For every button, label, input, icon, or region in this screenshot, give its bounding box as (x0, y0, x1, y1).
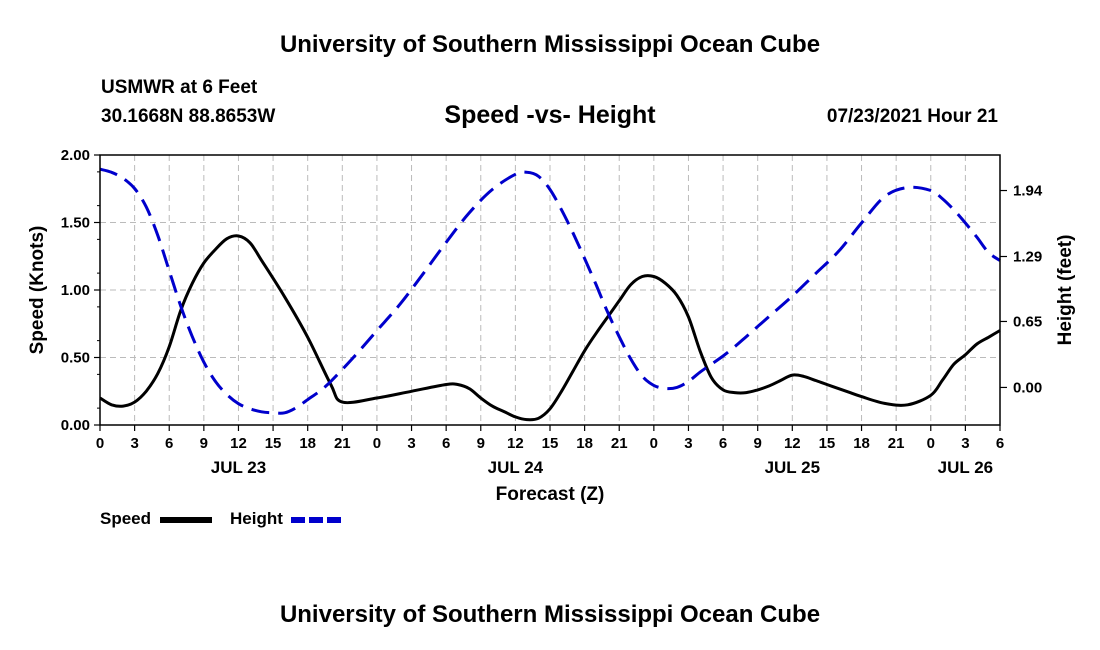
day-label: JUL 23 (211, 458, 266, 477)
x-tick-label: 12 (784, 435, 801, 452)
x-tick-label: 6 (165, 435, 173, 452)
day-label: JUL 24 (488, 458, 544, 477)
x-tick-label: 6 (442, 435, 450, 452)
x-tick-label: 18 (853, 435, 870, 452)
station-label: USMWR at 6 Feet (101, 77, 258, 98)
y-tick-label: 2.00 (61, 147, 90, 164)
x-tick-label: 21 (611, 435, 628, 452)
y2-axis-label: Height (feet) (1055, 235, 1076, 346)
chart-title: Speed -vs- Height (444, 101, 656, 129)
x-tick-label: 0 (927, 435, 935, 452)
day-label: JUL 25 (765, 458, 820, 477)
legend-label-height: Height (230, 509, 283, 528)
x-tick-label: 3 (961, 435, 969, 452)
coordinates-label: 30.1668N 88.8653W (101, 106, 276, 127)
y2-tick-label: 1.29 (1013, 249, 1042, 266)
x-tick-label: 0 (96, 435, 104, 452)
x-tick-label: 15 (819, 435, 836, 452)
series-line-speed (99, 234, 1001, 422)
x-tick-label: 0 (373, 435, 381, 452)
x-tick-label: 12 (230, 435, 247, 452)
x-tick-label: 3 (407, 435, 415, 452)
x-axis-label: Forecast (Z) (496, 484, 605, 505)
x-tick-label: 6 (719, 435, 727, 452)
top-title: University of Southern Mississippi Ocean… (279, 31, 821, 58)
x-tick-label: 6 (996, 435, 1004, 452)
y-tick-label: 1.00 (61, 282, 90, 299)
axes: 0 3 6 9 12 15 18 21 0 3 6 9 12 15 18 21 0 3 6 9 12 15 18 21 0 3 6J… (61, 147, 1043, 477)
x-tick-label: 9 (200, 435, 208, 452)
x-tick-label: 3 (130, 435, 138, 452)
x-tick-label: 9 (477, 435, 485, 452)
y-tick-label: 1.50 (61, 215, 90, 232)
day-label: JUL 26 (938, 458, 993, 477)
x-tick-label: 18 (576, 435, 593, 452)
y2-tick-label: 0.65 (1013, 313, 1042, 330)
y2-tick-label: 1.94 (1013, 183, 1043, 200)
legend-label-speed: Speed (100, 509, 151, 528)
x-tick-label: 21 (888, 435, 905, 452)
x-tick-label: 0 (650, 435, 658, 452)
y-tick-label: 0.00 (61, 417, 90, 434)
x-tick-label: 15 (542, 435, 559, 452)
grid (100, 155, 1000, 425)
series-layer (99, 167, 1001, 422)
y2-tick-label: 0.00 (1013, 379, 1042, 396)
x-tick-label: 21 (334, 435, 351, 452)
x-tick-label: 9 (754, 435, 762, 452)
x-tick-label: 15 (265, 435, 282, 452)
x-tick-label: 18 (299, 435, 316, 452)
series-line-height (99, 167, 1001, 415)
bottom-title: University of Southern Mississippi Ocean… (279, 601, 821, 628)
x-tick-label: 3 (684, 435, 692, 452)
legend: Speed Height (100, 509, 343, 528)
x-tick-label: 12 (507, 435, 524, 452)
date-label: 07/23/2021 Hour 21 (826, 106, 998, 127)
y-tick-label: 0.50 (61, 350, 90, 367)
y-axis-label: Speed (Knots) (27, 226, 48, 355)
